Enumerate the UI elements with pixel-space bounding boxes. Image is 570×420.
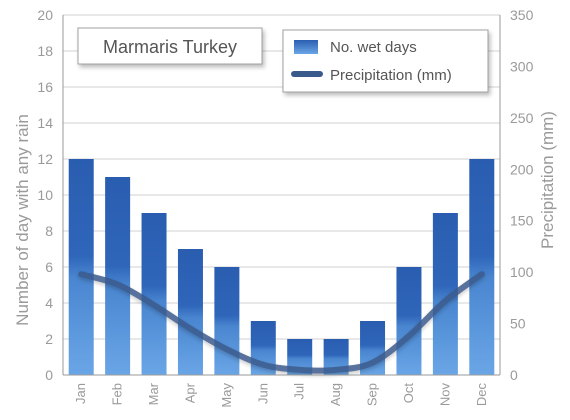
bar-mar [141,213,167,375]
x-tick-label: Apr [182,382,197,403]
y-tick-label: 14 [37,115,53,131]
y2-tick-label: 250 [510,110,534,126]
x-tick-label: Jan [73,383,88,404]
category-labels: Jan Feb Mar Apr May Jun Jul Aug Sep Oct Nov Dec [73,382,489,407]
axes-group [62,15,501,376]
y-axis-title: Number of day with any rain [13,114,32,326]
x-tick-label: Sep [365,383,380,406]
y-tick-label: 6 [45,259,53,275]
y-tick-label: 0 [45,367,53,383]
x-tick-label: May [219,383,234,408]
x-tick-label: Jul [292,383,307,400]
y2-tick-label: 300 [510,58,534,74]
bar-may [214,267,240,375]
chart-title: Marmaris Turkey [103,37,237,57]
x-tick-label: Aug [328,383,343,406]
y-tick-label: 8 [45,223,53,239]
y2-tick-label: 150 [510,213,534,229]
x-tick-label: Jun [255,383,270,404]
legend: No. wet days Precipitation (mm) [282,29,489,93]
y2-axis-title: Precipitation (mm) [538,111,557,249]
legend-label-wet-days: No. wet days [330,39,417,56]
right-tick-labels: 0 50 100 150 200 250 300 350 [510,7,534,383]
legend-label-precipitation: Precipitation (mm) [330,67,452,84]
y-tick-label: 18 [37,43,53,59]
y-tick-label: 20 [37,7,53,23]
bar-oct [396,267,422,375]
x-tick-label: Nov [437,383,452,407]
y-tick-label: 4 [45,295,53,311]
y-tick-label: 12 [37,151,53,167]
precipitation-line [78,271,485,374]
bar-feb [105,177,131,375]
y2-tick-label: 100 [510,264,534,280]
x-tick-label: Dec [474,383,489,407]
y2-tick-label: 200 [510,161,534,177]
bar-apr [177,249,203,375]
bar-jan [68,159,94,375]
x-tick-label: Feb [110,383,125,405]
y-tick-label: 10 [37,187,53,203]
y-tick-label: 2 [45,331,53,347]
left-tick-labels: 0 2 4 6 8 10 12 14 16 18 20 [37,7,53,383]
legend-swatch-wet-days [294,40,318,54]
title-box: Marmaris Turkey [77,27,263,65]
bars-group [68,159,495,375]
bar-dec [469,159,495,375]
y-tick-label: 16 [37,79,53,95]
y2-tick-label: 50 [510,316,526,332]
x-tick-label: Oct [401,383,416,404]
y2-tick-label: 0 [510,367,518,383]
x-tick-label: Mar [146,382,161,405]
y2-tick-label: 350 [510,7,534,23]
